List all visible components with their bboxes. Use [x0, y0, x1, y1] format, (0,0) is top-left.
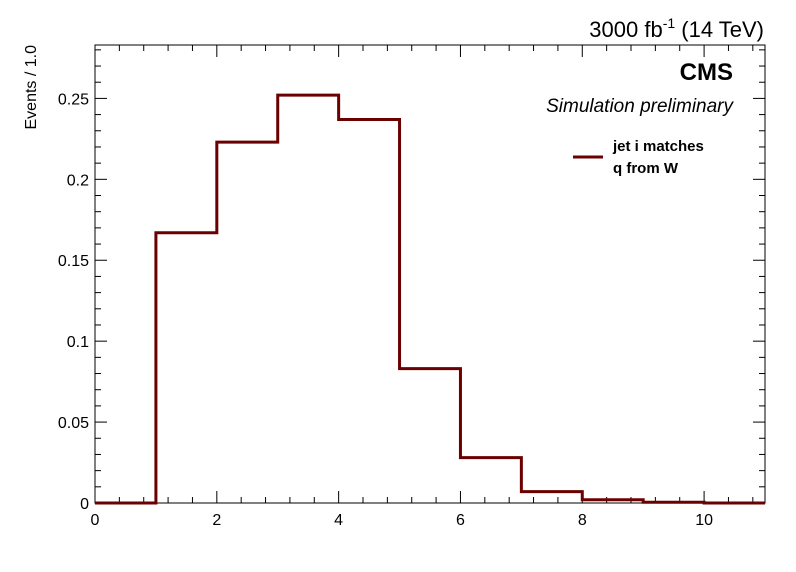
y-axis-label: Events / 1.0	[23, 45, 40, 130]
status-label: Simulation preliminary	[546, 96, 734, 117]
x-tick-label: 0	[91, 512, 100, 529]
y-tick-label: 0.2	[67, 172, 89, 189]
x-tick-label: 4	[334, 512, 343, 529]
y-tick-label: 0.15	[58, 253, 89, 270]
histogram-bin	[521, 492, 582, 503]
x-tick-label: 2	[212, 512, 221, 529]
lumi-main: 3000 fb	[589, 17, 662, 42]
histogram-bin	[582, 500, 643, 503]
histogram-bin	[156, 233, 217, 503]
lumi-sup: -1	[663, 15, 676, 31]
x-tick-label: 6	[456, 512, 465, 529]
histogram-bin	[339, 119, 400, 503]
legend-label-line-2: q from W	[613, 160, 679, 177]
histogram-bin	[460, 458, 521, 503]
histogram-bin	[400, 369, 461, 503]
legend-label-line-1: jet i matches	[612, 138, 704, 155]
histogram-bin	[217, 142, 278, 503]
histogram-bin	[278, 95, 339, 503]
experiment-label: CMS	[680, 59, 733, 86]
axes: 0 2 4 6 8 10 0 0.05 0.1 0.15 0.2 0.25	[58, 45, 765, 529]
histogram-bin	[643, 502, 704, 503]
luminosity-label: 3000 fb-1 (14 TeV)	[589, 15, 764, 42]
lumi-rest: (14 TeV)	[675, 17, 764, 42]
legend-label: jet i matches q from W	[612, 138, 708, 177]
plot-frame	[94, 44, 766, 504]
y-tick-label: 0.1	[67, 334, 89, 351]
x-tick-label: 10	[695, 512, 713, 529]
y-tick-label: 0	[80, 496, 89, 513]
legend: jet i matches q from W	[573, 138, 708, 177]
y-tick-label: 0.25	[58, 91, 89, 108]
x-tick-label: 8	[578, 512, 587, 529]
y-tick-label: 0.05	[58, 415, 89, 432]
series-layer	[95, 93, 765, 505]
histogram-series-line	[95, 93, 765, 505]
